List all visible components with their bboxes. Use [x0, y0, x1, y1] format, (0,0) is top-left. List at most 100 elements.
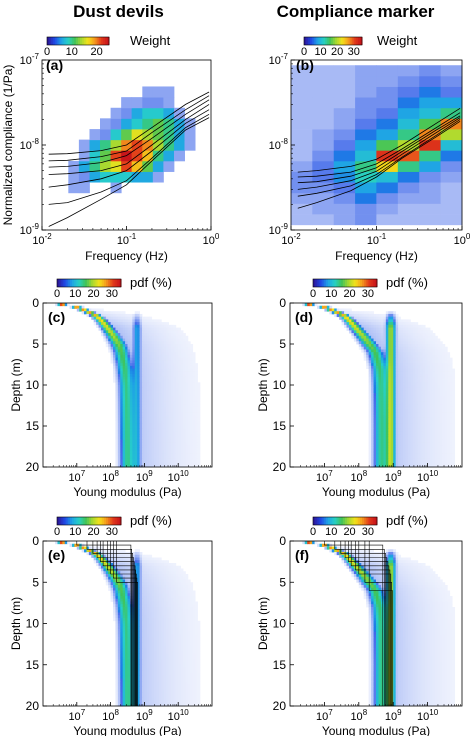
pdf-cell — [427, 349, 431, 353]
pdf-cell — [388, 363, 392, 367]
pdf-cell — [161, 415, 165, 419]
pdf-cell — [137, 571, 140, 575]
pdf-cell — [385, 382, 389, 386]
pdf-cell — [156, 374, 160, 378]
pdf-cell — [412, 327, 416, 331]
pdf-cell — [190, 439, 194, 443]
pdf-cell — [156, 560, 160, 564]
pdf-cell — [117, 458, 121, 462]
pdf-cell — [398, 330, 401, 334]
pdf-cell — [151, 363, 155, 367]
pdf-cell — [96, 308, 99, 312]
pdf-cell — [422, 406, 426, 410]
pdf-cell — [146, 401, 150, 405]
pdf-cell — [156, 387, 160, 391]
pdf-cell — [158, 450, 162, 454]
pdf-cell — [125, 344, 128, 348]
pdf-cell — [395, 423, 399, 427]
pdf-cell — [412, 426, 416, 430]
pdf-cell — [197, 409, 201, 413]
pdf-cell — [127, 354, 131, 359]
pdf-cell — [185, 371, 189, 375]
pdf-cell — [163, 324, 167, 328]
pdf-cell — [168, 382, 172, 386]
pdf-cell — [175, 393, 179, 397]
pdf-cell — [132, 313, 136, 318]
pdf-cell — [390, 412, 394, 416]
pdf-cell — [195, 417, 198, 421]
pdf-cell — [127, 324, 131, 328]
pdf-cell — [178, 335, 182, 339]
pdf-cell — [134, 368, 138, 372]
colorbar-swatch — [99, 279, 103, 287]
pdf-cell — [149, 379, 153, 383]
pdf-cell — [137, 385, 140, 389]
pdf-cell — [442, 453, 446, 457]
pdf-cell — [115, 390, 119, 394]
pdf-cell — [139, 346, 143, 350]
pdf-cell — [407, 445, 411, 449]
pdf-cell — [383, 417, 387, 421]
pdf-cell — [132, 379, 136, 383]
pdf-cell — [154, 431, 157, 435]
pdf-cell — [400, 376, 404, 380]
pdf-cell — [151, 324, 155, 328]
pdf-cell — [180, 439, 184, 443]
pdf-cell — [415, 398, 419, 402]
colorbar-swatch — [78, 517, 81, 525]
pdf-cell — [383, 313, 387, 318]
pdf-cell — [170, 423, 174, 427]
pdf-cell — [417, 387, 421, 391]
pdf-cell — [137, 420, 140, 424]
colorbar-swatch — [327, 279, 331, 287]
pdf-cell — [442, 354, 446, 359]
pdf-cell — [192, 458, 196, 462]
pdf-cell — [353, 333, 357, 337]
pdf-cell — [417, 404, 421, 408]
pdf-cell — [442, 458, 446, 462]
pdf-cell — [410, 395, 414, 400]
pdf-cell — [108, 346, 111, 350]
pdf-cell — [425, 385, 428, 389]
pdf-cell — [163, 365, 167, 369]
pdf-cell — [422, 327, 426, 331]
pdf-cell — [422, 360, 426, 364]
pdf-cell — [117, 311, 121, 315]
pdf-cell — [137, 563, 140, 567]
pdf-cell — [132, 387, 136, 391]
pdf-cell — [120, 579, 124, 583]
pdf-cell — [422, 423, 426, 427]
pdf-cell — [415, 385, 419, 389]
pdf-cell — [417, 464, 421, 468]
heatmap-cell — [376, 97, 399, 109]
pdf-cell — [158, 363, 162, 367]
pdf-cell — [415, 365, 419, 369]
pdf-cell — [371, 352, 374, 356]
pdf-cell — [422, 458, 426, 462]
pdf-cell — [393, 417, 397, 421]
pdf-cell — [383, 382, 387, 386]
pdf-cell — [407, 335, 411, 339]
pdf-cell — [192, 360, 196, 364]
pdf-cell — [166, 352, 169, 356]
pdf-cell — [447, 371, 451, 375]
pdf-cell — [100, 330, 104, 334]
pdf-cell — [146, 453, 150, 457]
pdf-cell — [158, 461, 162, 465]
pdf-cell — [383, 319, 387, 323]
pdf-cell — [158, 319, 162, 323]
pdf-cell — [187, 393, 191, 397]
pdf-cell — [439, 436, 443, 441]
pdf-cell — [449, 428, 453, 432]
pdf-cell — [407, 363, 411, 367]
pdf-cell — [368, 417, 372, 421]
pdf-cell — [371, 404, 374, 408]
pdf-cell — [129, 354, 133, 359]
pdf-cell — [368, 420, 372, 424]
pdf-cell — [149, 582, 153, 586]
pdf-cell — [149, 382, 153, 386]
pdf-cell — [427, 409, 431, 413]
pdf-cell — [373, 401, 377, 405]
axis-tick-label: 10-8 — [269, 137, 289, 152]
